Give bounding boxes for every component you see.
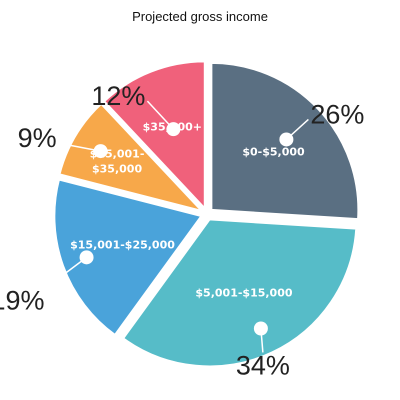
slice-0-percent-label: 26%: [310, 99, 364, 129]
chart-title: Projected gross income: [132, 9, 268, 24]
slice-0-dot-marker: [279, 132, 294, 147]
slice-1-wedge: [121, 218, 358, 368]
slice-4-wedge: [102, 60, 206, 211]
slice-1-percent-label: 34%: [236, 350, 290, 380]
slice-4-percent-label: 12%: [91, 81, 145, 111]
slice-3-dot-marker: [93, 144, 108, 159]
slice-3-category-label: $25,001-$35,000: [90, 147, 145, 175]
slice-3-wedge: [58, 102, 205, 213]
slice-2-dot-marker: [79, 250, 94, 265]
slice-2-leader-line: [46, 256, 88, 288]
slice-3-percent-label: 9%: [18, 123, 57, 153]
slice-0-category-label: $0-$5,000: [242, 146, 305, 159]
slice-4-dot-marker: [166, 122, 181, 137]
slice-1-category-label: $5,001-$15,000: [195, 287, 292, 300]
slice-2-wedge: [53, 178, 204, 337]
slice-2-category-label: $15,001-$25,000: [70, 238, 175, 251]
slice-3-leader-line: [58, 142, 101, 152]
slice-1-dot-marker: [253, 321, 268, 336]
slice-2-percent-label: 19%: [0, 285, 45, 315]
slice-4-category-label: $35,000+: [143, 120, 202, 133]
